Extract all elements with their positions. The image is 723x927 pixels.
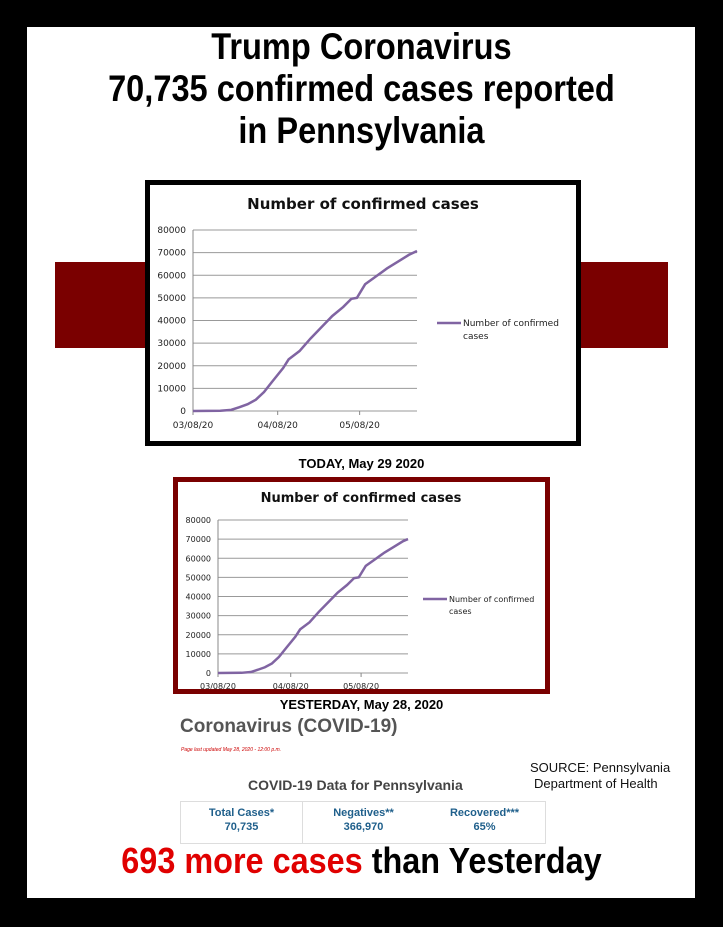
y-tick-label: 20000 bbox=[186, 631, 211, 640]
y-tick-label: 50000 bbox=[157, 294, 186, 304]
chart-yesterday: Number of confirmed cases 0 10000 20000 3000… bbox=[173, 477, 550, 694]
data-title: COVID-19 Data for Pennsylvania bbox=[248, 777, 463, 793]
x-tick-label: 04/08/20 bbox=[273, 682, 309, 689]
series-line bbox=[217, 537, 409, 675]
stat-label: Recovered*** bbox=[449, 807, 520, 819]
series-line bbox=[192, 249, 418, 413]
headline-line: 70,735 confirmed cases reported bbox=[108, 68, 615, 109]
stats-table: Total Cases* 70,735 Negatives** 366,970 Re… bbox=[180, 801, 546, 844]
source-note: SOURCE: Pennsylvania Department of Health bbox=[530, 760, 670, 792]
headline: Trump Coronavirus 70,735 confirmed cases… bbox=[43, 26, 679, 152]
y-tick-label: 0 bbox=[180, 407, 186, 417]
y-tick-label: 40000 bbox=[186, 593, 211, 602]
source-line: Department of Health bbox=[534, 776, 658, 791]
x-tick-label: 04/08/20 bbox=[257, 421, 298, 431]
yesterday-caption: YESTERDAY, May 28, 2020 bbox=[279, 697, 444, 712]
stat-value: 65% bbox=[473, 821, 496, 833]
headline-line: Trump Coronavirus bbox=[211, 26, 512, 67]
legend-label: cases bbox=[449, 607, 472, 616]
poster bbox=[27, 27, 695, 898]
legend-label: Number of confirmed bbox=[463, 319, 559, 329]
y-tick-label: 60000 bbox=[186, 554, 211, 563]
chart-title: Number of confirmed cases bbox=[247, 195, 479, 213]
covid-heading: Coronavirus (COVID-19) bbox=[180, 716, 398, 737]
last-updated: Page last updated May 28, 2020 - 12:00 p… bbox=[181, 747, 282, 753]
stat-value: 366,970 bbox=[343, 821, 384, 833]
comparison-text: than Yesterday bbox=[362, 840, 602, 881]
chart-title: Number of confirmed cases bbox=[261, 491, 462, 506]
y-tick-label: 30000 bbox=[157, 339, 186, 349]
y-tick-label: 20000 bbox=[157, 362, 186, 372]
y-tick-label: 10000 bbox=[157, 384, 186, 394]
x-tick-label: 05/08/20 bbox=[339, 421, 380, 431]
y-tick-label: 40000 bbox=[157, 317, 186, 327]
increase-text: 693 more cases bbox=[121, 840, 363, 881]
y-tick-label: 80000 bbox=[186, 516, 211, 525]
y-tick-label: 50000 bbox=[186, 573, 211, 582]
today-caption: TODAY, May 29 2020 bbox=[298, 456, 425, 471]
legend-label: Number of confirmed bbox=[449, 595, 534, 604]
y-tick-label: 60000 bbox=[157, 271, 186, 281]
y-tick-label: 80000 bbox=[157, 226, 186, 236]
stat-value: 70,735 bbox=[224, 821, 259, 833]
bottom-banner: 693 more cases than Yesterday bbox=[36, 840, 687, 882]
legend-label: cases bbox=[463, 332, 489, 342]
stat-total: Total Cases* 70,735 bbox=[181, 802, 302, 843]
stat-label: Total Cases* bbox=[208, 807, 275, 819]
y-tick-label: 70000 bbox=[186, 535, 211, 544]
y-tick-label: 70000 bbox=[157, 249, 186, 259]
y-tick-label: 10000 bbox=[186, 650, 211, 659]
stat-recovered: Recovered*** 65% bbox=[424, 802, 545, 843]
y-tick-label: 30000 bbox=[186, 612, 211, 621]
source-line: SOURCE: Pennsylvania bbox=[530, 760, 671, 775]
stat-negatives: Negatives** 366,970 bbox=[302, 802, 424, 843]
x-tick-label: 05/08/20 bbox=[343, 682, 379, 689]
y-tick-label: 0 bbox=[206, 669, 211, 678]
stat-label: Negatives** bbox=[333, 807, 394, 819]
headline-line: in Pennsylvania bbox=[238, 110, 485, 151]
chart-today: Number of confirmed cases 0 10000 20000 3000… bbox=[145, 180, 581, 446]
x-tick-label: 03/08/20 bbox=[200, 682, 236, 689]
x-tick-label: 03/08/20 bbox=[173, 421, 214, 431]
